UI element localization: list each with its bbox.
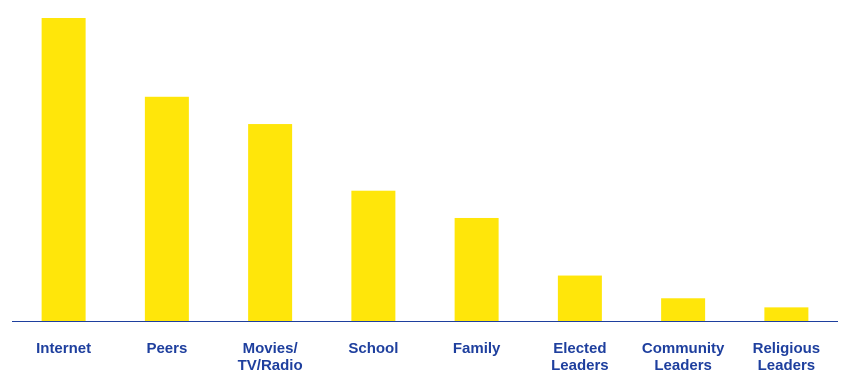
- category-label-5: Elected Leaders: [551, 340, 609, 371]
- category-label-3: School: [348, 340, 398, 357]
- category-label-6: Community Leaders: [642, 340, 725, 371]
- bar-7: [764, 307, 809, 321]
- category-label-line: Leaders: [551, 357, 609, 371]
- category-labels-group: Internet Peers Movies/TV/Radio School Family…: [36, 340, 820, 371]
- category-label-2: Movies/TV/Radio: [238, 340, 303, 371]
- bar-0: [41, 18, 86, 321]
- category-label-line: Family: [453, 340, 501, 357]
- category-label-line: Internet: [36, 340, 91, 357]
- bar-4: [454, 217, 499, 321]
- category-label-line: School: [348, 340, 398, 357]
- category-label-4: Family: [453, 340, 501, 357]
- category-label-line: Leaders: [654, 357, 712, 371]
- category-label-line: Community: [642, 340, 725, 357]
- category-label-line: Elected: [553, 340, 606, 357]
- category-label-line: Peers: [146, 340, 187, 357]
- category-label-line: Leaders: [758, 357, 816, 371]
- category-label-1: Peers: [146, 340, 187, 357]
- category-label-0: Internet: [36, 340, 91, 357]
- bars-group: [41, 18, 809, 321]
- bar-3: [351, 190, 396, 321]
- bar-6: [661, 298, 706, 321]
- category-label-line: Religious: [753, 340, 821, 357]
- category-label-line: Movies/: [243, 340, 299, 357]
- category-label-line: TV/Radio: [238, 357, 303, 371]
- bar-2: [248, 124, 293, 321]
- bar-1: [144, 96, 189, 321]
- category-label-7: Religious Leaders: [753, 340, 821, 371]
- bar-5: [557, 275, 602, 321]
